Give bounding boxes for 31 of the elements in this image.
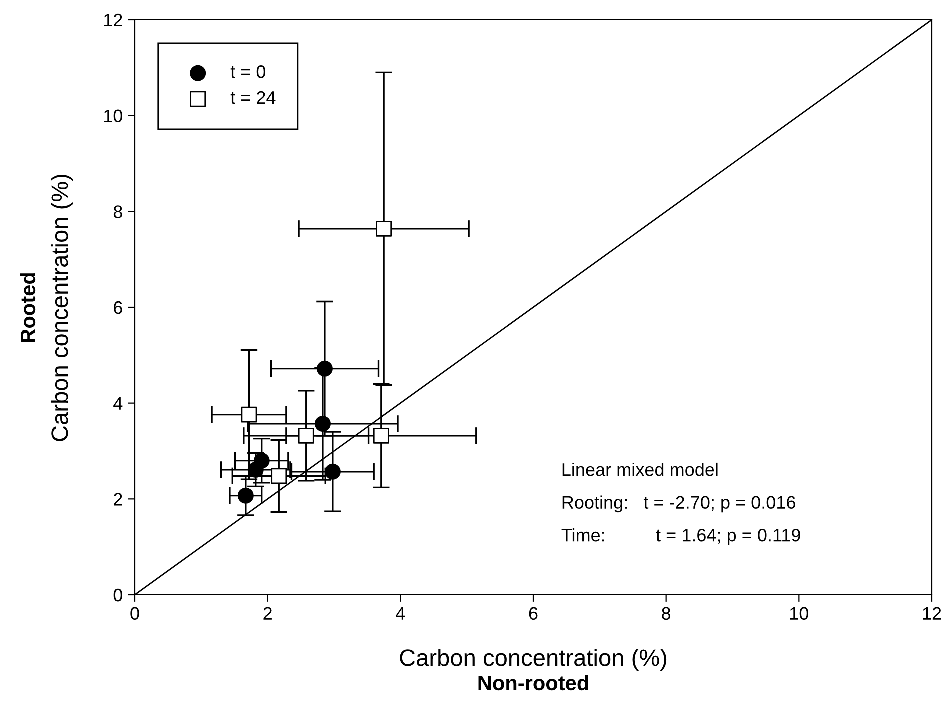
legend-label: t = 0 — [230, 66, 266, 78]
x-tick-label: 4 — [396, 607, 406, 620]
point — [238, 488, 254, 504]
y-tick-label: 10 — [104, 110, 122, 123]
y-tick-label: 6 — [114, 301, 122, 314]
x-tick-label: 8 — [662, 607, 671, 620]
point — [298, 428, 314, 444]
x-tick-label: 10 — [790, 607, 809, 620]
x-tick-label: 6 — [529, 607, 538, 620]
y-tick-label: 12 — [104, 14, 122, 27]
point — [271, 468, 288, 484]
y-tick-label: 8 — [114, 206, 122, 218]
point — [324, 464, 341, 480]
x-axis-title: Carbon concentration (%) Non-rooted — [400, 648, 667, 691]
annotation: Linear mixed model — [562, 462, 718, 476]
point — [376, 220, 392, 237]
annotation: Rooting: t = -2.70; p = 0.016 — [562, 496, 796, 513]
y-tick-label: 2 — [114, 493, 122, 506]
point — [373, 428, 390, 444]
x-tick-label: 12 — [923, 607, 942, 620]
point — [316, 360, 333, 377]
y-tick-label: 4 — [114, 397, 123, 410]
point — [241, 406, 258, 423]
annotation: Time: t = 1.64; p = 0.119 — [562, 528, 800, 546]
point — [314, 416, 331, 432]
x-tick-label: 0 — [130, 607, 140, 620]
x-tick-label: 2 — [264, 607, 272, 620]
legend-label: t = 24 — [230, 91, 276, 104]
y-axis-title: Rooted Carbon concentration (%) — [20, 174, 73, 442]
y-tick-label: 0 — [114, 588, 122, 602]
point — [254, 452, 270, 469]
